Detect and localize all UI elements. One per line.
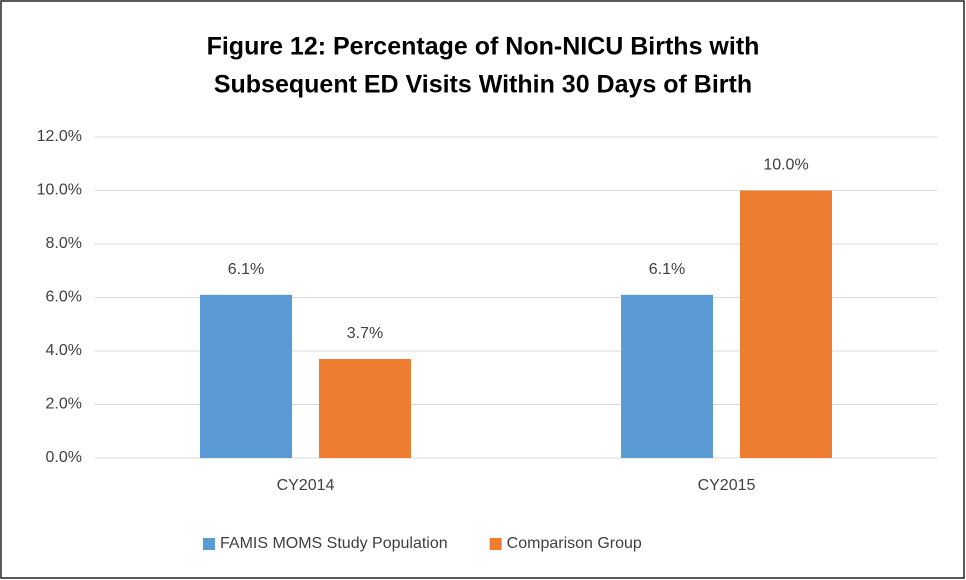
bar <box>200 294 292 458</box>
value-label: 10.0% <box>763 157 808 174</box>
y-tick-label: 4.0% <box>46 342 82 359</box>
legend-swatch <box>489 538 502 550</box>
value-label: 3.7% <box>347 325 383 342</box>
chart-title: Subsequent ED Visits Within 30 Days of B… <box>214 71 752 99</box>
y-tick-label: 2.0% <box>46 396 82 413</box>
legend-label: FAMIS MOMS Study Population <box>220 535 448 552</box>
y-tick-label: 10.0% <box>37 182 82 199</box>
y-tick-label: 8.0% <box>46 235 82 252</box>
legend-swatch <box>203 538 215 550</box>
bar <box>740 190 832 458</box>
bar <box>621 294 713 458</box>
legend-label: Comparison Group <box>507 535 642 552</box>
y-tick-label: 6.0% <box>46 289 82 306</box>
value-label: 6.1% <box>649 261 685 278</box>
y-tick-label: 12.0% <box>37 128 82 145</box>
x-tick-label: CY2015 <box>698 477 756 494</box>
bar <box>319 359 411 458</box>
chart-title: Figure 12: Percentage of Non-NICU Births… <box>207 33 760 61</box>
x-tick-label: CY2014 <box>277 477 335 494</box>
value-label: 6.1% <box>228 261 264 278</box>
y-tick-label: 0.0% <box>46 449 82 466</box>
